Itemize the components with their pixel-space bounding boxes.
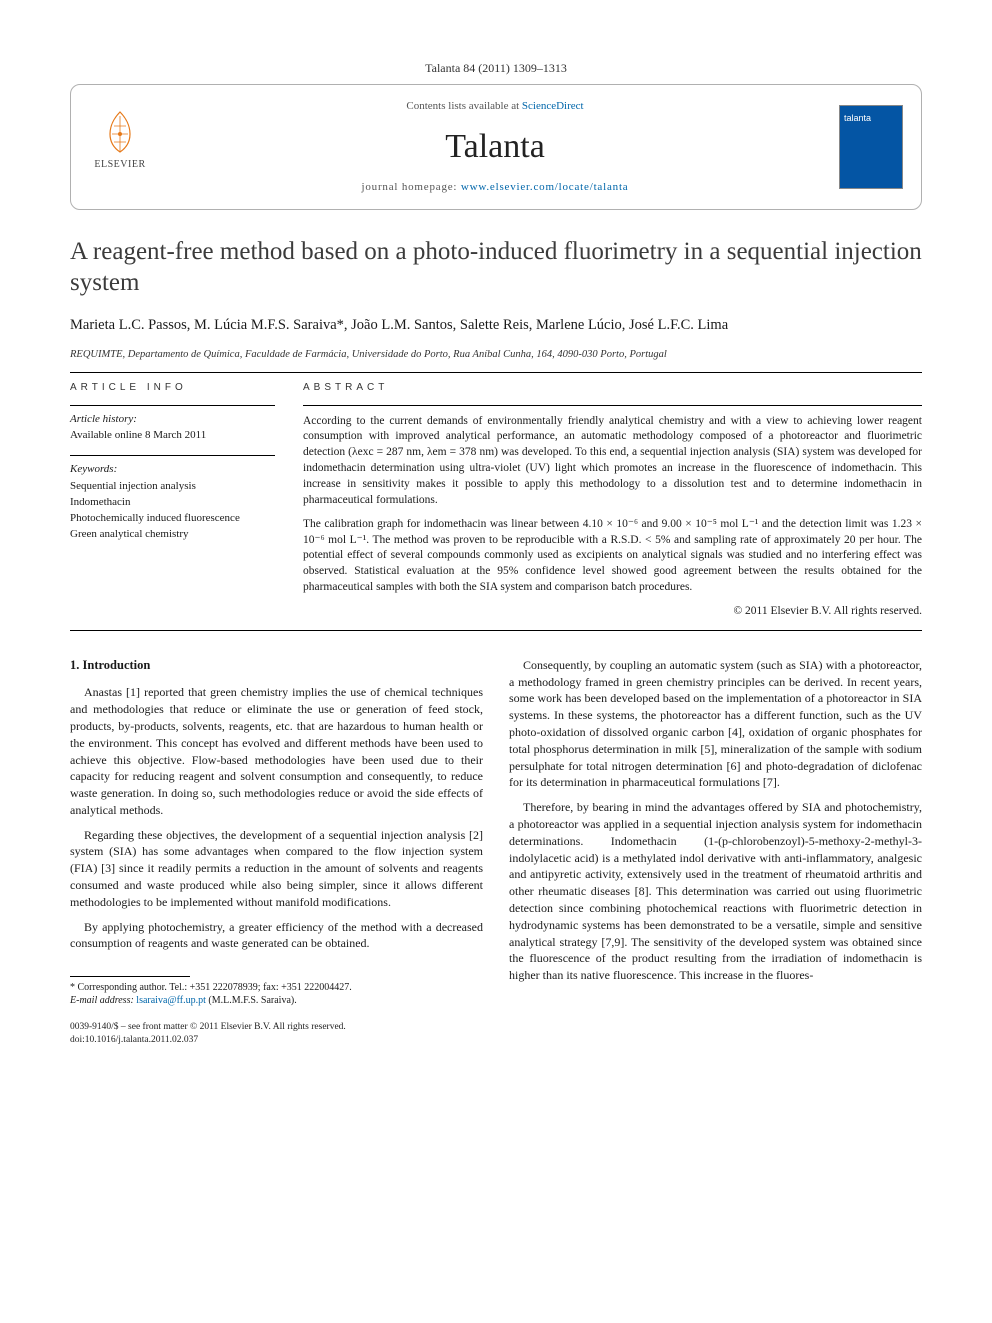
- footnotes: * Corresponding author. Tel.: +351 22207…: [70, 981, 483, 1007]
- article-history-block: Article history: Available online 8 Marc…: [70, 405, 275, 444]
- body-para: Anastas [1] reported that green chemistr…: [70, 684, 483, 818]
- keywords-block: Keywords: Sequential injection analysis …: [70, 455, 275, 541]
- article-info-heading: article info: [70, 381, 275, 395]
- keyword: Photochemically induced fluorescence: [70, 511, 275, 526]
- keyword: Sequential injection analysis: [70, 479, 275, 494]
- history-date: Available online 8 March 2011: [70, 428, 275, 443]
- email-attribution: (M.L.M.F.S. Saraiva).: [208, 995, 296, 1006]
- article-page: Talanta 84 (2011) 1309–1313 ELSEVIER Con…: [0, 0, 992, 1086]
- abstract-para: According to the current demands of envi…: [303, 414, 922, 509]
- abstract-para: The calibration graph for indomethacin w…: [303, 517, 922, 596]
- body-para: By applying photochemistry, a greater ef…: [70, 919, 483, 953]
- cover-label: talanta: [844, 112, 871, 124]
- divider: [70, 372, 922, 373]
- author-list: Marieta L.C. Passos, M. Lúcia M.F.S. Sar…: [70, 316, 922, 336]
- keywords-label: Keywords:: [70, 462, 275, 477]
- publisher-logo: ELSEVIER: [89, 108, 151, 186]
- divider: [70, 630, 922, 631]
- abstract-copyright: © 2011 Elsevier B.V. All rights reserved…: [303, 604, 922, 620]
- article-info-column: article info Article history: Available …: [70, 381, 275, 620]
- keyword: Green analytical chemistry: [70, 527, 275, 542]
- header-center: Contents lists available at ScienceDirec…: [169, 99, 821, 195]
- keyword: Indomethacin: [70, 495, 275, 510]
- abstract-column: abstract According to the current demand…: [303, 381, 922, 620]
- corresponding-author-note: * Corresponding author. Tel.: +351 22207…: [70, 981, 483, 994]
- running-head: Talanta 84 (2011) 1309–1313: [70, 60, 922, 76]
- publisher-name: ELSEVIER: [94, 158, 145, 172]
- abstract-text: According to the current demands of envi…: [303, 405, 922, 620]
- contents-available-line: Contents lists available at ScienceDirec…: [169, 99, 821, 114]
- front-matter-line: 0039-9140/$ – see front matter © 2011 El…: [70, 1021, 922, 1033]
- email-line: E-mail address: lsaraiva@ff.up.pt (M.L.M…: [70, 994, 483, 1007]
- journal-header: ELSEVIER Contents lists available at Sci…: [70, 84, 922, 210]
- footnote-rule: [70, 976, 190, 977]
- page-footer: 0039-9140/$ – see front matter © 2011 El…: [70, 1021, 922, 1046]
- info-abstract-row: article info Article history: Available …: [70, 381, 922, 620]
- abstract-heading: abstract: [303, 381, 922, 395]
- corresponding-email-link[interactable]: lsaraiva@ff.up.pt: [136, 995, 206, 1006]
- journal-homepage-line: journal homepage: www.elsevier.com/locat…: [169, 180, 821, 195]
- history-label: Article history:: [70, 412, 275, 427]
- article-title: A reagent-free method based on a photo-i…: [70, 236, 922, 299]
- elsevier-tree-icon: [96, 108, 144, 156]
- contents-prefix: Contents lists available at: [406, 100, 521, 112]
- sciencedirect-link[interactable]: ScienceDirect: [522, 100, 584, 112]
- right-column: Consequently, by coupling an automatic s…: [509, 657, 922, 1007]
- email-label: E-mail address:: [70, 995, 134, 1006]
- body-columns: 1. Introduction Anastas [1] reported tha…: [70, 657, 922, 1007]
- body-para: Regarding these objectives, the developm…: [70, 827, 483, 911]
- body-para: Therefore, by bearing in mind the advant…: [509, 799, 922, 984]
- body-para: Consequently, by coupling an automatic s…: [509, 657, 922, 791]
- section-heading-intro: 1. Introduction: [70, 657, 483, 675]
- journal-homepage-link[interactable]: www.elsevier.com/locate/talanta: [461, 181, 629, 193]
- doi-line: doi:10.1016/j.talanta.2011.02.037: [70, 1034, 922, 1046]
- homepage-prefix: journal homepage:: [362, 181, 461, 193]
- affiliation: REQUIMTE, Departamento de Química, Facul…: [70, 348, 922, 362]
- journal-cover-thumbnail: talanta: [839, 105, 903, 189]
- journal-title: Talanta: [169, 124, 821, 170]
- left-column: 1. Introduction Anastas [1] reported tha…: [70, 657, 483, 1007]
